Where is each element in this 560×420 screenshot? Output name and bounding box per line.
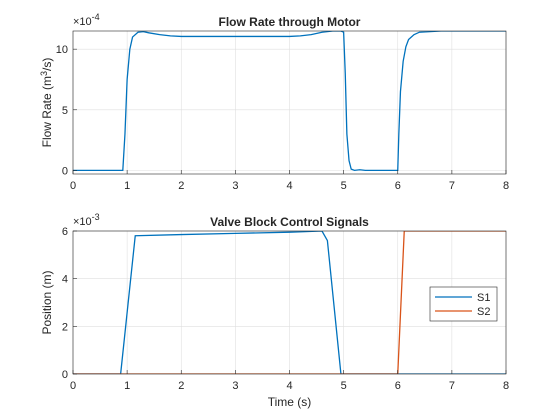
flow-rate-x-tick-label: 3 [232,180,238,192]
valve-signals-exponent: ×10-3 [73,212,100,228]
valve-signals-y-tick-label: 6 [62,226,68,238]
flow-rate-x-tick-label: 8 [503,180,509,192]
valve-signals-x-tick-label: 1 [124,380,130,392]
valve-signals-exponent-power: -3 [92,212,100,222]
flow-rate-exponent-base: ×10 [73,16,92,28]
valve-signals-series-line-s2 [73,231,506,374]
valve-signals-x-tick-label: 5 [341,380,347,392]
flow-rate-exponent: ×10-4 [73,12,100,28]
flow-rate-y-label: Flow Rate (m3/s) [39,58,54,148]
valve-signals-x-tick-label: 4 [286,380,292,392]
flow-rate-x-ticks: 0 1 2 3 4 5 6 7 8 [70,170,509,192]
flow-rate-x-tick-label: 0 [70,180,76,192]
valve-signals-y-ticks: 0 2 4 6 [62,226,77,381]
flow-rate-y-label-tail: /s) [40,58,54,71]
valve-signals-exponent-base: ×10 [73,216,92,228]
flow-rate-axes: 0 1 2 3 4 5 6 7 8 0 5 10 Flow Rate through Motor ×… [39,12,509,192]
flow-rate-x-tick-label: 1 [124,180,130,192]
flow-rate-x-tick-label: 5 [341,180,347,192]
flow-rate-y-tick-label: 10 [56,44,68,56]
flow-rate-x-tick-label: 7 [449,180,455,192]
valve-signals-legend-box [429,286,498,322]
flow-rate-y-label-main: Flow Rate (m [40,76,54,147]
valve-signals-x-tick-label: 2 [178,380,184,392]
valve-signals-x-tick-label: 3 [232,380,238,392]
valve-signals-y-tick-label: 0 [62,369,68,381]
valve-signals-x-tick-label: 6 [395,380,401,392]
flow-rate-y-tick-label: 0 [62,165,68,177]
valve-signals-series-line-s1 [73,231,506,374]
flow-rate-x-tick-label: 4 [286,180,292,192]
valve-signals-legend-label-s1: S1 [477,292,490,304]
valve-signals-x-tick-label: 8 [503,380,509,392]
valve-signals-y-label: Position (m) [40,270,54,334]
flow-rate-y-ticks: 0 5 10 [56,44,77,177]
valve-signals-x-ticks: 0 1 2 3 4 5 6 7 8 [70,370,509,392]
valve-signals-lines [73,231,506,374]
flow-rate-x-tick-label: 6 [395,180,401,192]
valve-signals-title: Valve Block Control Signals [210,215,369,229]
flow-rate-exponent-power: -4 [92,12,100,22]
valve-signals-y-tick-label: 4 [62,274,68,286]
flow-rate-series-line-0 [73,31,506,172]
valve-signals-x-tick-label: 0 [70,380,76,392]
flow-rate-title: Flow Rate through Motor [219,15,361,29]
valve-signals-y-tick-label: 2 [62,321,68,333]
valve-signals-axes: 0 1 2 3 4 5 6 7 8 0 2 4 6 Valve Block Control Signa… [40,212,509,409]
flow-rate-x-tick-label: 2 [178,180,184,192]
flow-rate-lines [73,31,506,172]
flow-rate-y-label-sup: 3 [39,71,49,76]
flow-rate-y-tick-label: 5 [62,105,68,117]
valve-signals-x-label: Time (s) [268,395,312,409]
valve-signals-x-tick-label: 7 [449,380,455,392]
valve-signals-legend-label-s2: S2 [477,306,490,318]
